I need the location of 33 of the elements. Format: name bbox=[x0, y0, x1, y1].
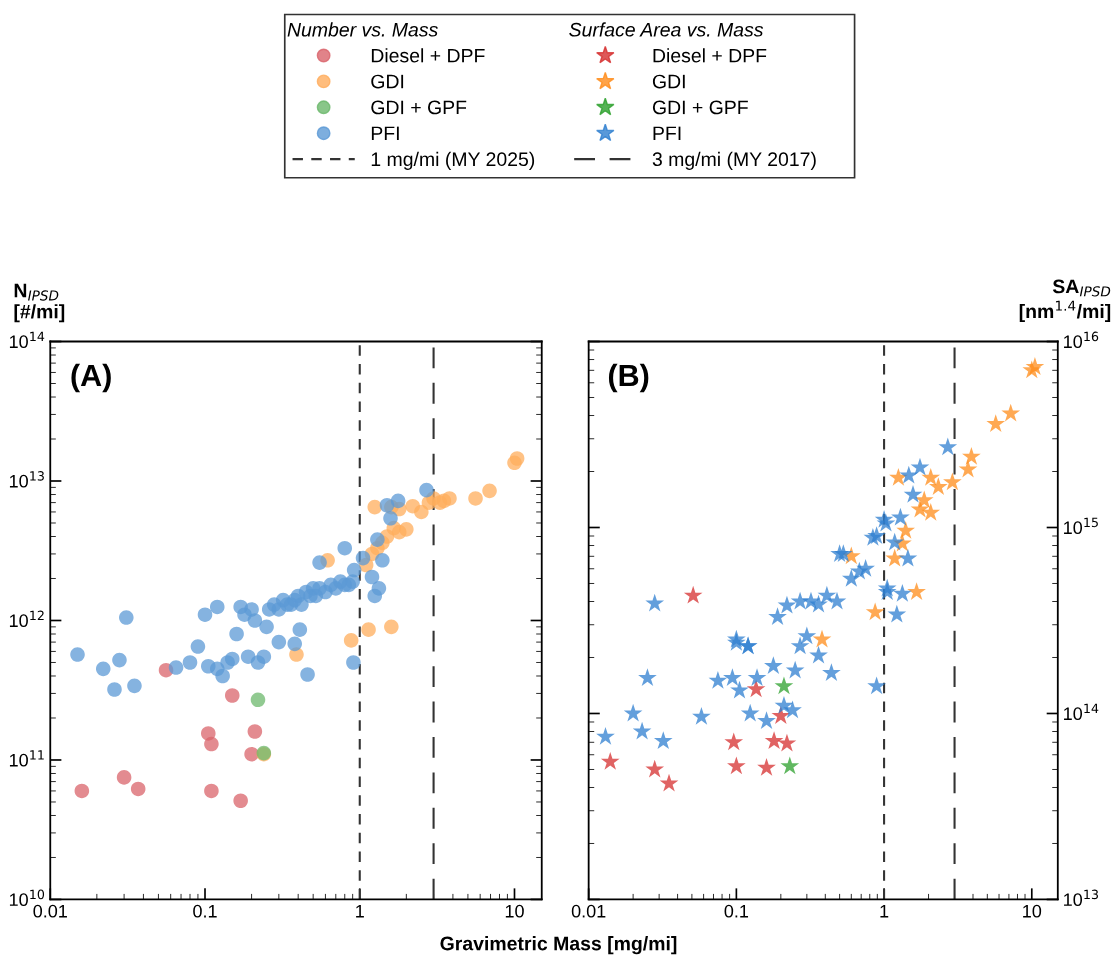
legend-label: Diesel + DPF bbox=[371, 48, 485, 63]
x-tick-label: 10 bbox=[505, 904, 524, 918]
legend-label: GDI + GPF bbox=[652, 100, 748, 115]
x-tick-label: 0.1 bbox=[193, 904, 217, 918]
annotation: (B) bbox=[608, 363, 649, 393]
y-tick-label: 10$^{13}$ bbox=[1064, 889, 1098, 907]
legend-label: PFI bbox=[653, 126, 681, 141]
legend-label: GDI bbox=[652, 74, 685, 89]
y-tick-label: 10$^{16}$ bbox=[1064, 331, 1099, 349]
y-axis-title: N$_{IPSD}$ [#/mi] bbox=[14, 283, 65, 323]
x-tick-label: 0.01 bbox=[571, 904, 606, 918]
x-tick-label: 10 bbox=[1023, 904, 1042, 918]
legend-title: Number vs. Mass bbox=[287, 22, 438, 37]
y-tick-label: 10$^{14}$ bbox=[1064, 703, 1099, 721]
x-axis-title: Gravimetric Mass [mg/mi] bbox=[440, 936, 677, 955]
x-tick-label: 1 bbox=[880, 904, 889, 918]
y-tick-label: 10$^{12}$ bbox=[9, 610, 44, 628]
legend-label: GDI + GPF bbox=[371, 100, 467, 115]
legend-label: PFI bbox=[371, 126, 399, 141]
text: SA$_{IPSD}$ [nm$^{1.4}$/mi] bbox=[1019, 279, 1111, 323]
legend-label: Diesel + DPF bbox=[653, 48, 767, 63]
annotation: (A) bbox=[71, 363, 111, 393]
x-tick-label: 1 bbox=[356, 904, 364, 918]
y-tick-label: 10$^{13}$ bbox=[9, 471, 44, 488]
legend-label: GDI bbox=[371, 74, 404, 89]
legend-label: 3 mg/mi (MY 2017) bbox=[652, 151, 816, 170]
legend-title: Surface Area vs. Mass bbox=[569, 22, 764, 37]
x-tick-label: 0.1 bbox=[724, 904, 749, 918]
y-tick-label: 10$^{14}$ bbox=[9, 331, 45, 349]
x-tick-label: 0.01 bbox=[33, 904, 67, 918]
legend-label: 1 mg/mi (MY 2025) bbox=[371, 151, 535, 170]
y-tick-label: 10$^{15}$ bbox=[1064, 517, 1098, 535]
y-tick-label: 10$^{11}$ bbox=[9, 750, 44, 767]
